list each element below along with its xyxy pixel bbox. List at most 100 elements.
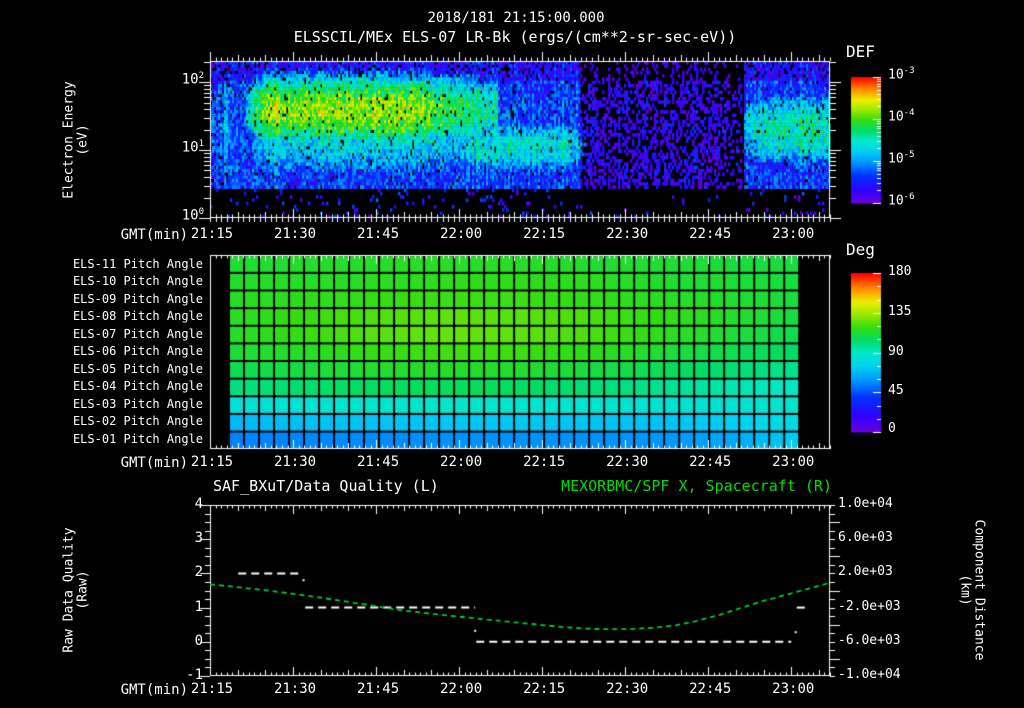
spectrogram-y-tick-label-text: 10 <box>181 71 199 88</box>
quality-right-tick-label-text: 1.0e+04 <box>838 496 893 511</box>
pitch-row-label: ELS-07 Pitch Angle <box>72 326 203 341</box>
x-tick-label: 21:15 <box>191 455 233 470</box>
page-title: ELSSCIL/MEx ELS-07 LR-Bk (ergs/(cm**2-sr… <box>293 28 737 46</box>
x-tick-label-text: 21:30 <box>273 226 317 242</box>
quality-right-tick-label: -2.0e+03 <box>838 598 901 614</box>
def-colorbar-tick-label-exp: -3 <box>903 66 915 76</box>
x-tick-label: 21:30 <box>274 455 316 470</box>
quality-right-axis-label-line2: (km) <box>958 574 973 606</box>
x-tick-label-text: 21:45 <box>356 226 400 242</box>
time-axis-label-1: GMT(min) <box>120 227 188 243</box>
deg-colorbar-tick-label: 180 <box>888 265 911 279</box>
pitch-row-label: ELS-09 Pitch Angle <box>73 292 203 306</box>
def-colorbar-tick-label-exp: -5 <box>903 150 915 160</box>
quality-right-tick-label-text: -2.0e+03 <box>838 598 901 614</box>
x-tick-label: 22:45 <box>689 227 731 242</box>
x-tick-label: 22:15 <box>523 227 565 242</box>
pitch-row-label: ELS-06 Pitch Angle <box>73 345 203 358</box>
x-tick-label: 22:30 <box>606 227 648 242</box>
x-tick-label-text: 21:15 <box>190 226 234 242</box>
pitch-row-label: ELS-05 Pitch Angle <box>73 362 203 376</box>
quality-right-tick-label: 6.0e+03 <box>838 531 893 545</box>
electron-energy-spectrogram-canvas <box>194 45 846 234</box>
quality-left-tick-label: 4 <box>195 497 203 512</box>
quality-distance-plot-canvas <box>194 489 846 692</box>
x-tick-label-text: 21:30 <box>273 454 317 470</box>
def-colorbar-title: DEF <box>846 42 875 61</box>
x-tick-label: 22:45 <box>689 455 731 470</box>
quality-left-tick-label-text: 3 <box>194 530 203 547</box>
quality-left-axis-label-line2: (Raw) <box>75 570 90 610</box>
deg-colorbar-tick-label-text: 135 <box>888 303 912 319</box>
x-tick-label: 21:15 <box>191 682 233 697</box>
x-tick-label-text: 22:15 <box>523 681 566 697</box>
spectrogram-y-tick-label-exp: 2 <box>198 71 204 81</box>
page-timestamp: 2018/181 21:15:00.000 <box>427 10 605 26</box>
pitch-row-label-text: ELS-02 Pitch Angle <box>72 414 203 429</box>
x-tick-label-text: 21:15 <box>190 454 234 470</box>
x-tick-label: 21:30 <box>274 227 316 242</box>
x-tick-label: 22:00 <box>440 227 482 242</box>
spectrogram-y-axis-label-line1: Electron Energy <box>61 81 77 199</box>
quality-left-tick-label: 3 <box>195 531 203 546</box>
x-tick-label-text: 21:45 <box>356 454 400 470</box>
pitch-row-label: ELS-08 Pitch Angle <box>73 310 203 323</box>
x-tick-label: 23:00 <box>772 227 814 242</box>
def-colorbar-tick-label: 10-6 <box>888 192 915 209</box>
def-colorbar-tick-label-text: 10 <box>888 151 904 167</box>
quality-right-tick-label-text: 6.0e+03 <box>838 530 893 546</box>
x-tick-label: 21:45 <box>357 455 399 470</box>
quality-left-tick-label: 1 <box>195 599 203 615</box>
def-colorbar-tick-label: 10-5 <box>888 150 915 167</box>
x-tick-label: 22:00 <box>440 455 482 470</box>
quality-left-tick-label-text: 2 <box>194 564 203 581</box>
pitch-row-label-text: ELS-10 Pitch Angle <box>72 274 203 289</box>
x-tick-label-text: 22:00 <box>440 681 483 697</box>
x-tick-label-text: 22:30 <box>606 226 649 242</box>
x-tick-label: 21:45 <box>357 682 399 697</box>
x-tick-label-text: 22:00 <box>440 226 483 242</box>
x-tick-label-text: 23:00 <box>772 681 815 697</box>
pitch-angle-panel-canvas <box>194 239 846 465</box>
quality-right-axis-label-line1: Component Distance <box>971 519 987 661</box>
deg-colorbar-title: Deg <box>846 240 875 259</box>
pitch-row-label-text: ELS-08 Pitch Angle <box>72 309 203 324</box>
deg-colorbar-tick-label: 0 <box>888 422 896 436</box>
x-tick-label: 21:45 <box>357 227 399 242</box>
x-tick-label-text: 22:30 <box>606 681 649 697</box>
def-colorbar <box>841 67 893 215</box>
x-tick-label-text: 22:30 <box>606 454 649 470</box>
spectrogram-y-tick-label-text: 10 <box>181 207 199 224</box>
x-tick-label: 22:30 <box>606 455 648 470</box>
x-tick-label-text: 22:15 <box>523 226 566 242</box>
pitch-row-label-text: ELS-03 Pitch Angle <box>72 396 203 411</box>
x-tick-label-text: 22:45 <box>689 681 732 697</box>
x-tick-label-text: 23:00 <box>772 454 815 470</box>
spectrogram-y-tick-label: 101 <box>182 139 204 155</box>
pitch-row-label-text: ELS-06 Pitch Angle <box>72 344 203 359</box>
quality-right-tick-label: -1.0e+04 <box>838 668 901 682</box>
x-tick-label-text: 23:00 <box>772 226 815 242</box>
def-colorbar-tick-label-text: 10 <box>888 109 904 125</box>
x-tick-label-text: 21:45 <box>356 681 400 697</box>
pitch-row-label: ELS-03 Pitch Angle <box>73 398 203 411</box>
pitch-row-label-text: ELS-04 Pitch Angle <box>72 379 203 394</box>
def-colorbar-tick-label-exp: -4 <box>903 108 915 118</box>
quality-left-axis-label-line1: Raw Data Quality <box>61 527 77 653</box>
spectrogram-y-tick-label: 100 <box>181 207 204 224</box>
pitch-row-label-text: ELS-07 Pitch Angle <box>72 326 203 341</box>
x-tick-label: 23:00 <box>772 682 814 697</box>
quality-left-tick-label: 2 <box>195 565 203 580</box>
x-tick-label-text: 22:45 <box>689 454 732 470</box>
time-axis-label-3: GMT(min) <box>120 682 188 698</box>
time-axis-label-2: GMT(min) <box>120 455 188 471</box>
quality-right-tick-label-text: 2.0e+03 <box>838 564 893 580</box>
def-colorbar-tick-label-text: 10 <box>888 193 904 209</box>
deg-colorbar-tick-label: 90 <box>888 344 904 359</box>
quality-right-tick-label-text: -6.0e+03 <box>838 632 901 648</box>
x-tick-label: 22:00 <box>440 682 482 697</box>
x-tick-label: 22:15 <box>523 455 565 470</box>
quality-right-tick-label-text: -1.0e+04 <box>838 667 901 682</box>
quality-right-tick-label: 2.0e+03 <box>838 565 893 579</box>
